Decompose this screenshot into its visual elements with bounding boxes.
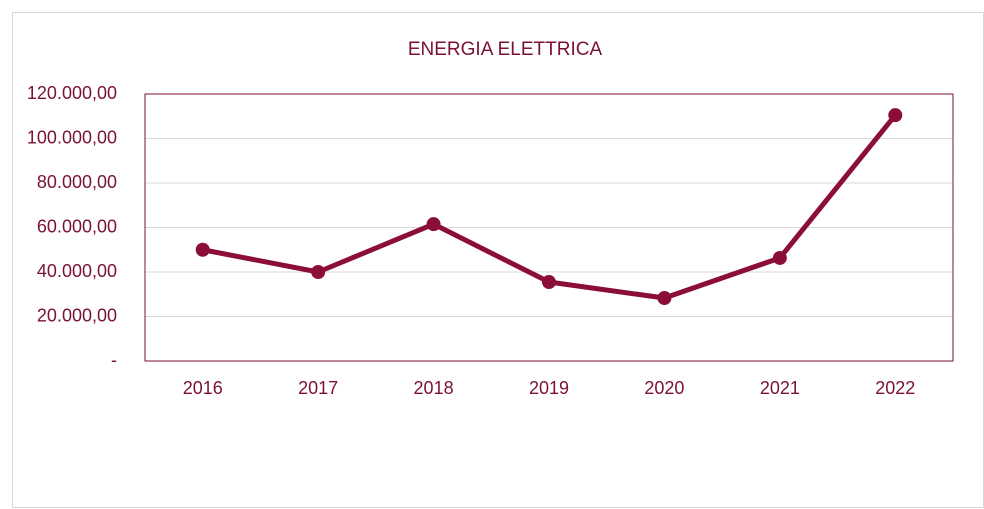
- data-point: [772, 250, 787, 265]
- x-tick-label: 2017: [298, 378, 338, 398]
- y-tick-label: 80.000,00: [37, 172, 117, 192]
- plot-border: [144, 93, 954, 362]
- data-point: [426, 217, 441, 232]
- data-point: [657, 291, 672, 306]
- x-tick-label: 2020: [644, 378, 684, 398]
- y-tick-label: 100.000,00: [27, 127, 117, 147]
- y-tick-label: -: [111, 350, 117, 370]
- y-tick-label: 120.000,00: [27, 83, 117, 103]
- data-point: [542, 275, 556, 290]
- y-tick-label: 40.000,00: [37, 261, 117, 281]
- data-point: [311, 265, 326, 279]
- x-tick-label: 2018: [414, 378, 454, 398]
- x-tick-label: 2021: [760, 378, 800, 398]
- x-tick-label: 2016: [183, 378, 223, 398]
- y-tick-label: 20.000,00: [37, 305, 117, 325]
- data-point: [888, 108, 903, 123]
- y-tick-label: 60.000,00: [37, 216, 117, 236]
- chart-title: ENERGIA ELETTRICA: [408, 39, 603, 60]
- x-tick-label: 2022: [875, 378, 915, 398]
- x-tick-label: 2019: [529, 378, 569, 398]
- chart-frame: [12, 12, 984, 508]
- data-point: [195, 242, 210, 257]
